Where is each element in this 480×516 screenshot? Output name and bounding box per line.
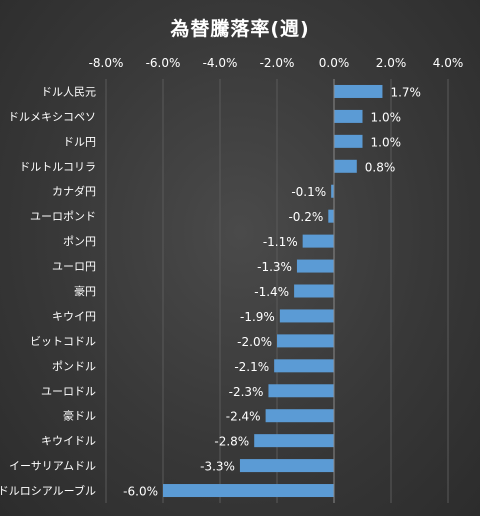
category-label: ユーロポンド (30, 210, 96, 223)
x-tick-label: -6.0% (146, 56, 181, 70)
category-label: ポン円 (63, 235, 96, 248)
x-tick-label: 4.0% (433, 56, 464, 70)
category-label: ユーロ円 (52, 260, 96, 273)
bar (274, 359, 334, 373)
bar (239, 459, 334, 473)
data-label: 1.0% (371, 110, 402, 124)
category-label: ドルロシアルーブル (0, 484, 96, 498)
category-label: ユーロドル (41, 385, 96, 398)
category-label: ドル人民元 (41, 85, 96, 98)
bar (328, 209, 334, 223)
category-label: キウイドル (41, 435, 96, 448)
data-label: -0.2% (288, 210, 323, 224)
bar (334, 134, 363, 148)
category-label: カナダ円 (52, 184, 96, 198)
chart-title: 為替騰落率(週) (170, 18, 310, 40)
category-label: ドルメキシコペソ (8, 110, 96, 123)
bar (334, 109, 363, 123)
data-label: -1.4% (254, 285, 289, 299)
bar (294, 284, 334, 298)
x-tick-label: 0.0% (319, 56, 350, 70)
data-label: 0.8% (365, 160, 396, 174)
x-tick-label: -4.0% (203, 56, 238, 70)
bar (163, 484, 334, 498)
data-label: -1.1% (263, 235, 298, 249)
bar (254, 434, 334, 448)
category-label: ドルトルコリラ (19, 160, 96, 173)
data-label: -1.9% (240, 310, 275, 324)
data-label: -2.0% (237, 335, 272, 349)
bar (302, 234, 334, 248)
category-label: 豪円 (74, 284, 96, 298)
bar (296, 259, 334, 273)
category-label: ビットコドル (30, 335, 96, 348)
bar (334, 159, 357, 173)
category-label: ポンドル (52, 360, 96, 373)
category-label: 豪ドル (63, 409, 96, 423)
data-label: -6.0% (123, 485, 158, 499)
bar (331, 184, 334, 198)
data-label: -0.1% (291, 185, 326, 199)
data-label: 1.0% (371, 135, 402, 149)
data-label: -2.1% (234, 360, 269, 374)
data-label: 1.7% (390, 85, 421, 99)
data-label: -2.4% (226, 410, 261, 424)
bar (277, 334, 334, 348)
data-label: -2.8% (214, 435, 249, 449)
data-label: -3.3% (200, 460, 235, 474)
x-tick-label: -2.0% (260, 56, 295, 70)
bar (334, 84, 383, 98)
x-tick-label: 2.0% (376, 56, 407, 70)
bar (265, 409, 334, 423)
x-tick-label: -8.0% (89, 56, 124, 70)
bar (268, 384, 334, 398)
data-label: -2.3% (229, 385, 264, 399)
category-label: キウイ円 (52, 310, 96, 323)
category-label: イーサリアムドル (9, 460, 96, 473)
data-label: -1.3% (257, 260, 292, 274)
bar (279, 309, 334, 323)
category-label: ドル円 (63, 135, 96, 148)
